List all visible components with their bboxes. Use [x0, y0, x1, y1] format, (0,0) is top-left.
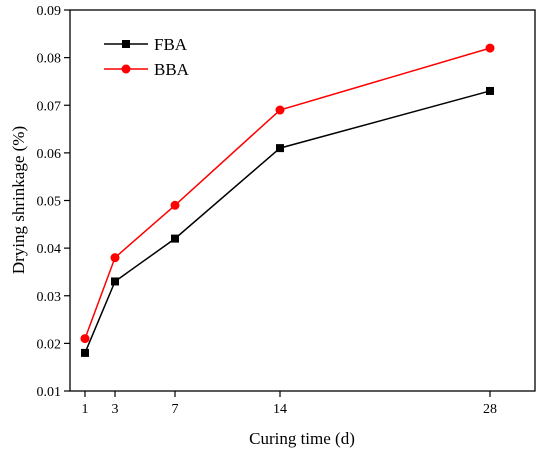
data-point-bba — [110, 253, 120, 263]
series-layer — [80, 43, 495, 357]
x-tick-label: 3 — [112, 402, 119, 417]
data-point-bba — [275, 105, 285, 115]
x-tick-label: 28 — [483, 402, 497, 417]
data-point-fba — [111, 277, 119, 286]
y-axis-label: Drying shrinkage (%) — [9, 126, 28, 274]
y-tick-label: 0.05 — [37, 195, 62, 210]
x-tick-label: 1 — [82, 402, 89, 417]
data-point-fba — [171, 234, 179, 243]
y-tick-label: 0.03 — [37, 290, 62, 305]
y-tick-label: 0.09 — [37, 4, 62, 19]
legend-label-bba: BBA — [154, 60, 190, 79]
y-tick-label: 0.07 — [37, 99, 62, 114]
data-point-bba — [170, 200, 180, 210]
data-point-fba — [276, 144, 284, 153]
x-axis-label: Curing time (d) — [249, 429, 355, 448]
data-point-bba — [80, 334, 90, 344]
legend-label-fba: FBA — [154, 35, 188, 54]
data-point-fba — [486, 86, 494, 95]
x-tick-label: 7 — [172, 402, 179, 417]
y-tick-label: 0.06 — [37, 147, 62, 162]
data-point-fba — [81, 348, 89, 357]
y-tick-label: 0.01 — [37, 385, 62, 400]
y-tick-label: 0.04 — [37, 242, 62, 257]
legend-marker-fba — [122, 40, 130, 48]
plot-frame — [69, 9, 536, 392]
y-tick-label: 0.08 — [37, 52, 62, 67]
legend-marker-bba — [121, 64, 131, 74]
series-line-fba — [84, 90, 491, 354]
y-axis: 0.01 0.02 0.03 0.04 0.05 0.06 0.07 0.08 0.09 — [37, 4, 70, 400]
x-tick-label: 14 — [273, 402, 287, 417]
legend: FBA BBA — [104, 35, 190, 79]
y-tick-label: 0.02 — [37, 337, 62, 352]
series-line-bba — [84, 47, 491, 339]
data-point-bba — [485, 43, 495, 53]
x-axis: 1 3 7 14 28 — [82, 391, 497, 417]
